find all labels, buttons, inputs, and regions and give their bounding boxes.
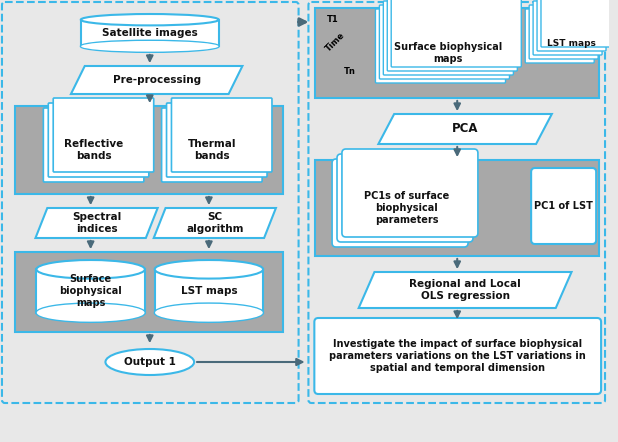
FancyBboxPatch shape [337,154,473,242]
FancyBboxPatch shape [529,5,598,59]
Text: Tn: Tn [344,68,356,76]
FancyBboxPatch shape [315,8,599,98]
Text: T1: T1 [327,15,339,24]
Ellipse shape [81,41,218,52]
Text: Output 1: Output 1 [124,357,176,367]
Ellipse shape [155,304,263,322]
Text: PCA: PCA [452,122,478,136]
FancyBboxPatch shape [342,149,478,237]
FancyBboxPatch shape [533,1,602,55]
FancyBboxPatch shape [332,159,468,247]
FancyBboxPatch shape [53,98,154,172]
Text: Surface biophysical
maps: Surface biophysical maps [394,42,502,64]
FancyBboxPatch shape [2,2,298,403]
Text: Thermal
bands: Thermal bands [188,139,236,161]
Text: Satellite images: Satellite images [102,28,198,38]
FancyBboxPatch shape [315,160,599,256]
Text: Pre-processing: Pre-processing [112,75,201,85]
Text: Regional and Local
OLS regression: Regional and Local OLS regression [409,279,521,301]
Polygon shape [71,66,242,94]
Text: Reflective
bands: Reflective bands [64,139,123,161]
FancyBboxPatch shape [376,9,506,83]
Bar [154,269,263,312]
Bar [81,20,219,46]
Text: PC1 of LST: PC1 of LST [534,201,593,211]
FancyBboxPatch shape [391,0,521,67]
FancyBboxPatch shape [541,0,610,47]
FancyBboxPatch shape [48,103,149,177]
Ellipse shape [81,41,219,52]
FancyBboxPatch shape [15,252,283,332]
Polygon shape [35,208,158,238]
FancyBboxPatch shape [15,106,283,194]
Text: Surface
biophysical
maps: Surface biophysical maps [59,274,122,308]
FancyBboxPatch shape [531,168,596,244]
Ellipse shape [36,260,145,278]
Text: SC
algorithm: SC algorithm [186,212,243,234]
FancyBboxPatch shape [387,0,517,71]
FancyBboxPatch shape [315,318,601,394]
FancyBboxPatch shape [43,108,144,182]
Ellipse shape [36,303,145,322]
Polygon shape [378,114,552,144]
Text: PC1s of surface
biophysical
parameters: PC1s of surface biophysical parameters [365,191,449,225]
Text: Time: Time [324,30,347,53]
Text: LST maps: LST maps [180,286,237,296]
FancyBboxPatch shape [161,108,262,182]
FancyBboxPatch shape [308,2,605,403]
Polygon shape [358,272,572,308]
Ellipse shape [154,260,263,278]
FancyBboxPatch shape [537,0,606,51]
FancyBboxPatch shape [379,5,509,79]
FancyBboxPatch shape [383,1,514,75]
Polygon shape [154,208,276,238]
Text: Investigate the impact of surface biophysical
parameters variations on the LST v: Investigate the impact of surface biophy… [329,339,586,373]
Ellipse shape [106,349,194,375]
Text: Spectral
indices: Spectral indices [72,212,121,234]
Text: LST maps: LST maps [547,38,596,47]
FancyBboxPatch shape [525,9,594,63]
FancyBboxPatch shape [171,98,272,172]
Ellipse shape [81,14,219,25]
FancyBboxPatch shape [166,103,267,177]
Ellipse shape [154,303,263,322]
Ellipse shape [37,304,145,322]
Bar [36,269,145,312]
